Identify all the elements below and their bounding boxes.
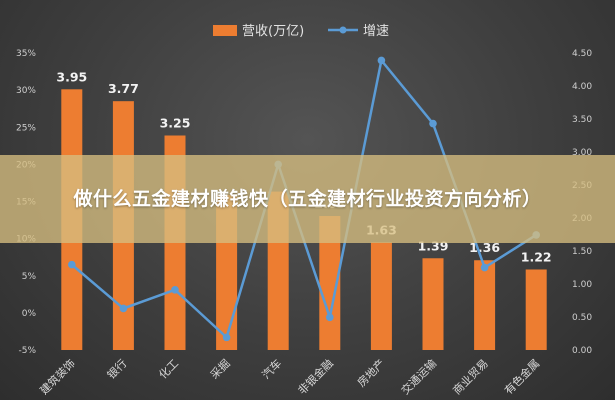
bar-data-label: 3.25 <box>160 116 191 131</box>
x-tick-label: 采掘 <box>207 356 232 381</box>
legend-marker-growth <box>339 26 347 34</box>
bar <box>319 216 341 350</box>
y-right-tick-label: 1.50 <box>572 247 592 257</box>
title-banner: 做什么五金建材赚钱快（五金建材行业投资方向分析） <box>0 155 615 243</box>
y-right-tick-label: 4.50 <box>572 49 592 59</box>
growth-point <box>429 119 437 128</box>
y-right-tick-label: 3.00 <box>572 148 592 158</box>
x-tick-label: 建筑装饰 <box>37 356 78 397</box>
growth-point <box>326 313 334 322</box>
x-axis: 建筑装饰 银行 化工 采掘 汽车 非银金融 房地产 交通运输 商业贸易 有色金属 <box>37 356 542 397</box>
legend: 营收(万亿) 增速 <box>213 24 389 39</box>
bar <box>525 269 547 350</box>
growth-point <box>119 304 128 313</box>
x-tick-label: 汽车 <box>259 356 284 381</box>
growth-point <box>171 286 179 294</box>
y-left-tick-label: 25% <box>16 123 36 133</box>
legend-label-growth: 增速 <box>363 24 389 39</box>
bar-data-label: 3.77 <box>108 81 139 96</box>
y-left-tick-label: 5% <box>22 272 37 282</box>
y-left-tick-label: 35% <box>16 49 36 59</box>
y-right-tick-label: 3.50 <box>572 115 592 125</box>
x-tick-label: 化工 <box>156 356 181 381</box>
x-tick-label: 商业贸易 <box>450 356 491 397</box>
legend-swatch-revenue <box>213 25 237 36</box>
bar <box>422 258 444 350</box>
y-right-tick-label: 0.50 <box>572 313 592 323</box>
x-tick-label: 交通运输 <box>398 356 439 397</box>
bar-data-label: 3.95 <box>56 69 87 84</box>
x-tick-label: 有色金属 <box>501 356 542 397</box>
x-tick-label: 房地产 <box>354 356 387 389</box>
y-right-tick-label: 4.00 <box>572 82 592 92</box>
x-tick-label: 银行 <box>104 356 129 381</box>
x-tick-label: 非银金融 <box>295 356 336 397</box>
y-left-tick-label: 0% <box>22 309 37 319</box>
bar <box>370 242 392 350</box>
y-right-tick-label: 1.00 <box>572 280 592 290</box>
legend-label-revenue: 营收(万亿) <box>242 24 304 39</box>
growth-point <box>480 263 489 272</box>
bar <box>474 260 496 350</box>
bar-data-label: 1.22 <box>521 249 552 264</box>
y-right-tick-label: 0.00 <box>572 346 592 356</box>
growth-point <box>222 333 231 342</box>
y-left-tick-label: -5% <box>18 346 36 356</box>
growth-point <box>68 260 76 269</box>
y-left-tick-label: 30% <box>16 86 36 96</box>
page-title: 做什么五金建材赚钱快（五金建材行业投资方向分析） <box>73 188 542 210</box>
growth-point <box>377 56 386 65</box>
